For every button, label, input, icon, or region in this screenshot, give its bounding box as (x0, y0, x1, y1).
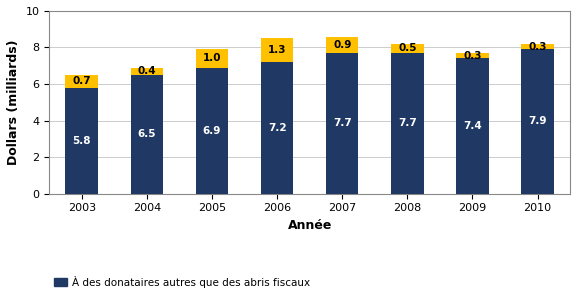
Bar (326, 36, 358, 53)
Text: 7.2: 7.2 (268, 123, 286, 133)
Text: 6.9: 6.9 (203, 126, 221, 136)
Text: 0.3: 0.3 (529, 42, 547, 51)
Bar (196, 49, 228, 68)
Bar (521, 44, 554, 49)
Bar (66, 88, 98, 194)
Bar (130, 68, 163, 75)
Text: 5.8: 5.8 (73, 136, 91, 146)
Bar (326, 53, 358, 194)
Bar (391, 44, 424, 53)
Legend: À des donataires autres que des abris fiscaux, À des abris fiscaux: À des donataires autres que des abris fi… (54, 276, 310, 289)
Text: 7.9: 7.9 (529, 116, 547, 127)
Text: 7.4: 7.4 (463, 121, 482, 131)
Bar (66, 75, 98, 88)
Text: 0.9: 0.9 (333, 40, 351, 50)
Bar (261, 62, 293, 194)
Bar (456, 53, 489, 58)
Text: 1.3: 1.3 (268, 45, 286, 55)
Text: 1.0: 1.0 (203, 53, 221, 64)
Bar (196, 68, 228, 194)
Text: 6.5: 6.5 (138, 129, 156, 139)
Bar (391, 53, 424, 194)
Bar (261, 38, 293, 62)
Text: 0.4: 0.4 (137, 66, 156, 76)
Y-axis label: Dollars (milliards): Dollars (milliards) (7, 40, 20, 165)
Bar (521, 49, 554, 194)
Bar (130, 75, 163, 194)
X-axis label: Année: Année (287, 219, 332, 232)
Bar (456, 58, 489, 194)
Text: 7.7: 7.7 (333, 118, 351, 128)
Text: 0.3: 0.3 (463, 51, 482, 61)
Text: 0.5: 0.5 (398, 43, 417, 53)
Text: 0.7: 0.7 (73, 76, 91, 86)
Text: 7.7: 7.7 (398, 118, 417, 128)
